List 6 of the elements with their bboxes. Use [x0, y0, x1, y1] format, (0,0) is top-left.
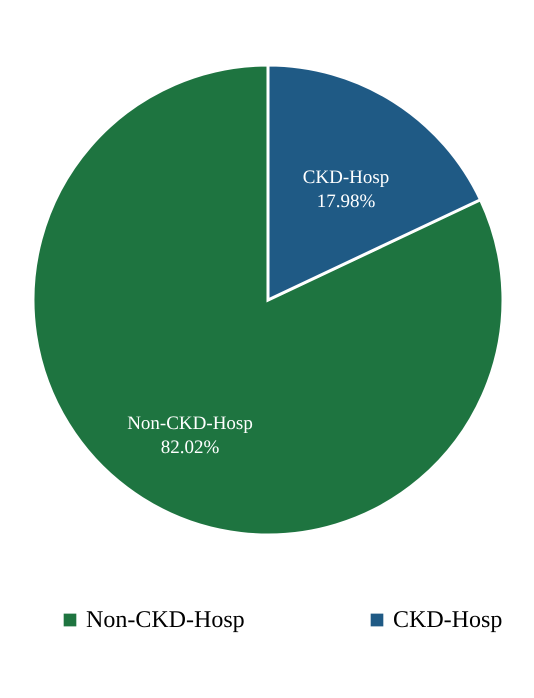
- legend-label: CKD-Hosp: [393, 607, 502, 633]
- slice-label: CKD-Hosp: [302, 166, 390, 188]
- data-label: 17.98%: [316, 190, 376, 212]
- legend-label: Non-CKD-Hosp: [86, 607, 245, 633]
- data-label: 82.02%: [160, 437, 220, 458]
- slice-label: Non-CKD-Hosp: [127, 413, 253, 434]
